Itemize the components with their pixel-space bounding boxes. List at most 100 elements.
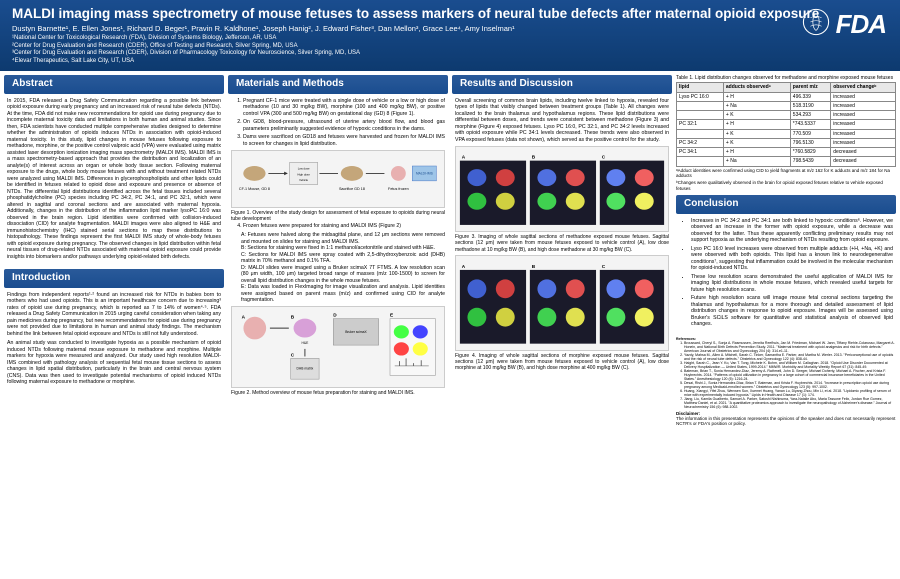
affiliations: ¹National Center for Toxicological Resea… <box>12 35 888 65</box>
methods-item-1: Pregnant CF-1 mice were treated with a s… <box>243 98 445 118</box>
abstract-content: In 2015, FDA released a Drug Safety Comm… <box>4 96 224 266</box>
svg-text:B: B <box>532 155 536 161</box>
affil-2: ²Center for Drug Evaluation and Research… <box>12 43 888 51</box>
ref-2: Yazdy, Mahsa M., Allen A. Mitchell, Sara… <box>684 353 896 361</box>
ref-3: Haight, Sarah C., Jean Y. Ko, Van T. Ton… <box>684 361 896 369</box>
svg-text:Sacrifice GD 18: Sacrifice GD 18 <box>339 187 365 191</box>
table-cell: increased <box>831 111 896 120</box>
abstract-text: In 2015, FDA released a Drug Safety Comm… <box>7 98 221 261</box>
ref-6: Huang, Xiangyi, Yifei Zhou, Wenwen Sun, … <box>684 389 896 397</box>
methods-item-2: On GD8, blood-pressure, ultrasound of ut… <box>243 119 445 132</box>
svg-text:Bruker scimaX: Bruker scimaX <box>345 330 367 334</box>
table-cell: 534.293 <box>790 111 830 120</box>
table-cell: increased <box>831 138 896 147</box>
poster-title: MALDI imaging mass spectrometry of mouse… <box>12 6 888 22</box>
methods-4b: B: Sections for staining were fixed in 1… <box>231 245 445 252</box>
table-cell <box>677 111 724 120</box>
fda-logo: FDA <box>802 8 886 41</box>
intro-p1: Findings from independent reports¹·² fou… <box>7 292 221 338</box>
disclaimer: Disclaimer: The information in this pres… <box>676 411 896 427</box>
table-row: + K770.509increased <box>677 129 896 138</box>
svg-text:A: A <box>242 314 246 320</box>
ref-5: Desai, Rishi J., Sonia Hernandez-Diaz, B… <box>684 381 896 389</box>
svg-text:Fetus frozen: Fetus frozen <box>388 187 409 191</box>
svg-text:D: D <box>333 312 337 318</box>
table-cell: + Na <box>723 157 790 166</box>
concl-title: Conclusion <box>676 195 896 214</box>
svg-text:CF-1 Mouse, GD 8: CF-1 Mouse, GD 8 <box>239 187 270 191</box>
svg-text:C: C <box>602 155 606 161</box>
table-cell: *743.5337 <box>790 120 830 129</box>
introduction-section: Introduction Findings from independent r… <box>4 269 224 391</box>
poster-container: MALDI imaging mass spectrometry of mouse… <box>0 0 900 579</box>
table-cell: + H <box>723 120 790 129</box>
conclusion-section: Conclusion Increases in PC 34:2 and PC 3… <box>676 195 896 333</box>
table-cell: + K <box>723 111 790 120</box>
svg-text:MALDI-IMS: MALDI-IMS <box>416 172 434 176</box>
fig3-caption: Figure 3. Imaging of whole sagittal sect… <box>455 234 669 253</box>
table-cell <box>677 101 724 110</box>
intro-title: Introduction <box>4 269 224 288</box>
ref-7: Jiang, Liu, Kamila Gualberto, Samuel A. … <box>684 397 896 409</box>
column-1: Abstract In 2015, FDA released a Drug Sa… <box>4 75 224 575</box>
lipid-table: lipid adducts observedᵃ parent m/z obser… <box>676 82 896 166</box>
table-cell: + K <box>723 129 790 138</box>
table-cell: decreased <box>831 148 896 157</box>
table-cell: 798.5439 <box>790 157 830 166</box>
methods-content: Pregnant CF-1 mice were treated with a s… <box>228 96 448 398</box>
svg-text:Low dose: Low dose <box>298 167 310 171</box>
table-row: PC 32:1+ H*743.5337increased <box>677 120 896 129</box>
fda-text: FDA <box>836 9 886 40</box>
column-2: Materials and Methods Pregnant CF-1 mice… <box>228 75 448 575</box>
table-cell: 518.3190 <box>790 101 830 110</box>
abstract-section: Abstract In 2015, FDA released a Drug Sa… <box>4 75 224 265</box>
results-section: Results and Discussion Overall screening… <box>452 75 672 374</box>
affil-1: ¹National Center for Toxicological Resea… <box>12 35 888 43</box>
methods-4a: A: Fetuses were halved along the midsagi… <box>231 232 445 245</box>
references-section: References: Broussard, Cheryl S., Sonja … <box>676 337 896 427</box>
disclaimer-text: The information in this presentation rep… <box>676 416 896 426</box>
svg-text:B: B <box>291 314 295 320</box>
fig1-caption: Figure 1. Overview of the study design f… <box>231 210 445 223</box>
svg-text:A: A <box>462 264 466 270</box>
th-change: observed changeᵇ <box>831 83 896 92</box>
ref-4: Bateman, Brian T., Sonia Hernandez-Diaz,… <box>684 369 896 381</box>
th-adducts: adducts observedᵃ <box>723 83 790 92</box>
figure-1: CF-1 Mouse, GD 8 Low doseHigh doseVehicl… <box>231 150 445 208</box>
table-row: PC 34:1+ H*760.5829decreased <box>677 148 896 157</box>
concl-item-1: Increases in PC 34:2 and PC 34:1 are bot… <box>691 218 893 244</box>
table-cell: + H <box>723 148 790 157</box>
table-row: + Na798.5439decreased <box>677 157 896 166</box>
table-cell: + H <box>723 92 790 101</box>
methods-item-3: Dams were sacrificed on GD18 and fetuses… <box>243 134 445 147</box>
intro-content: Findings from independent reports¹·² fou… <box>4 290 224 391</box>
figure-2: A BH&E CDHB matrix DBruker scimaX E <box>231 306 445 388</box>
table-row: + K534.293increased <box>677 111 896 120</box>
column-4: Table 1. Lipid distribution changes obse… <box>676 75 896 575</box>
table-cell: 770.509 <box>790 129 830 138</box>
results-content: Overall screening of common brain lipids… <box>452 96 672 374</box>
table-row: Lyso PC 16:0+ H496.339increased <box>677 92 896 101</box>
authors-line: Dustyn Barnette¹, E. Ellen Jones¹, Richa… <box>12 24 888 33</box>
poster-body: Abstract In 2015, FDA released a Drug Sa… <box>0 71 900 579</box>
fig4-caption: Figure 4. Imaging of whole sagittal sect… <box>455 353 669 372</box>
intro-p2: An animal study was conducted to investi… <box>7 340 221 386</box>
concl-content: Increases in PC 34:2 and PC 34:1 are bot… <box>676 216 896 333</box>
th-lipid: lipid <box>677 83 724 92</box>
table-cell: increased <box>831 101 896 110</box>
svg-text:H&E: H&E <box>302 341 310 345</box>
svg-text:E: E <box>390 312 393 318</box>
figure-3: A B C <box>455 146 669 232</box>
table-cell: PC 32:1 <box>677 120 724 129</box>
figure-4: A B C <box>455 255 669 351</box>
svg-text:Vehicle: Vehicle <box>299 178 308 182</box>
table-cell <box>677 157 724 166</box>
table-cell: + Na <box>723 101 790 110</box>
results-p1: Overall screening of common brain lipids… <box>455 98 669 144</box>
abstract-title: Abstract <box>4 75 224 94</box>
table-section: Table 1. Lipid distribution changes obse… <box>676 75 896 191</box>
svg-text:DHB matrix: DHB matrix <box>296 366 313 370</box>
results-title: Results and Discussion <box>452 75 672 94</box>
table-cell: increased <box>831 92 896 101</box>
table-cell: 496.339 <box>790 92 830 101</box>
